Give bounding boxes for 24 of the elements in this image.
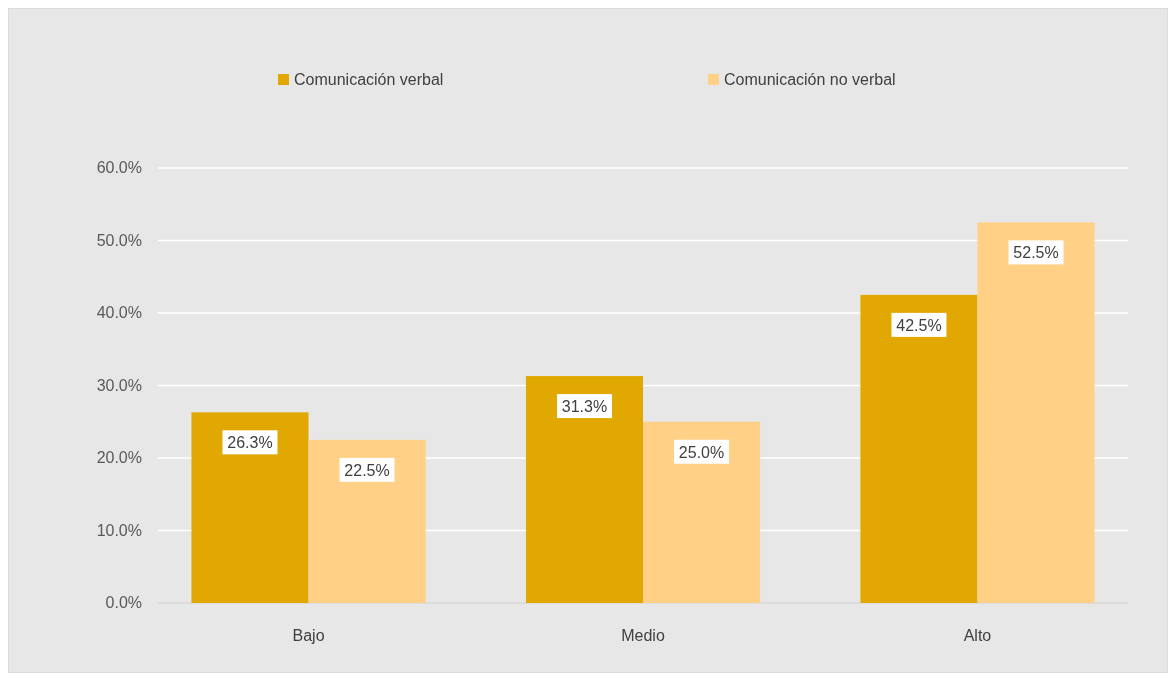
bar — [643, 421, 761, 603]
data-label: 31.3% — [561, 398, 608, 416]
y-tick-label: 60.0% — [96, 159, 142, 176]
bar — [191, 412, 309, 603]
data-label: 22.5% — [344, 461, 390, 479]
y-tick-label: 0.0% — [105, 594, 142, 611]
y-tick-label: 20.0% — [96, 449, 142, 466]
y-tick-label: 50.0% — [96, 231, 142, 249]
data-label: 42.5% — [896, 316, 942, 334]
data-label: 52.5% — [1013, 244, 1059, 262]
bar — [977, 222, 1095, 603]
data-label: 26.3% — [227, 434, 273, 452]
x-tick-label: Alto — [963, 627, 992, 644]
y-tick-label: 40.0% — [96, 304, 142, 321]
legend-label: Comunicación no verbal — [724, 71, 896, 88]
x-tick-label: Medio — [621, 627, 665, 644]
bar — [308, 439, 426, 603]
bar — [525, 376, 643, 603]
y-tick-label: 30.0% — [96, 376, 142, 394]
data-label: 25.0% — [678, 443, 725, 461]
bar — [860, 294, 978, 603]
y-tick-label: 10.0% — [96, 521, 142, 539]
legend-label: Comunicación verbal — [294, 71, 444, 88]
x-tick-label: Bajo — [292, 627, 325, 644]
